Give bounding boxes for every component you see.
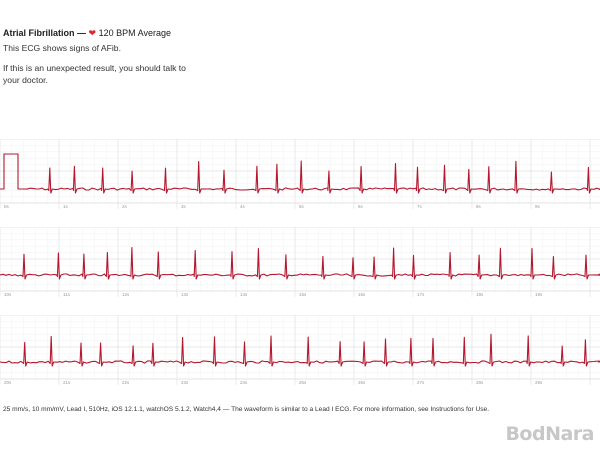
time-tick-label: 17s [417,292,425,297]
time-tick-label: 4s [240,204,246,209]
time-tick-label: 5s [299,204,305,209]
time-tick-label: 28s [476,380,484,385]
ecg-strip-3-svg: 20s 21s 22s 23s 24s 25s 26s 27s 28s 29s [0,315,600,385]
time-tick-label: 1s [63,204,69,209]
ecg-footer-info: 25 mm/s, 10 mm/mV, Lead I, 510Hz, iOS 12… [3,406,490,413]
ecg-strip-2-svg: 10s 11s 12s 13s 14s 15s 16s 17s 18s 19s [0,227,600,297]
time-tick-label: 13s [181,292,189,297]
time-tick-label: 6s [358,204,364,209]
time-tick-label: 23s [181,380,189,385]
time-tick-label: 8s [476,204,482,209]
time-tick-label: 22s [122,380,130,385]
result-title: Atrial Fibrillation — [3,28,87,38]
watermark-logo: BodNara [505,423,594,445]
ecg-strip-1: 0s 1s 2s 3s 4s 5s 6s 7s 8s 9s [0,139,600,209]
ecg-strip-1-svg: 0s 1s 2s 3s 4s 5s 6s 7s 8s 9s [0,139,600,209]
time-tick-label: 15s [299,292,307,297]
time-tick-label: 10s [4,292,12,297]
result-title-line: Atrial Fibrillation — ❤ 120 BPM Average [3,27,303,39]
time-tick-label: 27s [417,380,425,385]
time-tick-label: 2s [122,204,128,209]
time-tick-label: 19s [535,292,543,297]
time-tick-label: 7s [417,204,423,209]
ecg-trace [0,333,600,367]
time-tick-label: 3s [181,204,187,209]
time-tick-label: 18s [476,292,484,297]
time-tick-label: 11s [63,292,71,297]
time-tick-label: 16s [358,292,366,297]
heart-icon: ❤ [88,28,97,38]
time-tick-label: 26s [358,380,366,385]
time-tick-label: 0s [4,204,10,209]
average-bpm: 120 BPM Average [98,28,171,38]
time-tick-label: 25s [299,380,307,385]
ecg-header: Atrial Fibrillation — ❤ 120 BPM Average … [3,27,303,86]
time-tick-label: 12s [122,292,130,297]
advice-text: If this is an unexpected result, you sho… [3,63,186,85]
ecg-trace [0,153,600,194]
time-tick-label: 29s [535,380,543,385]
ecg-strip-3: 20s 21s 22s 23s 24s 25s 26s 27s 28s 29s [0,315,600,385]
time-tick-label: 20s [4,380,12,385]
ecg-strip-2: 10s 11s 12s 13s 14s 15s 16s 17s 18s 19s [0,227,600,297]
time-tick-label: 14s [240,292,248,297]
ecg-trace [0,247,600,280]
time-tick-label: 21s [63,380,71,385]
result-subtitle: This ECG shows signs of AFib. [3,43,121,53]
time-tick-label: 24s [240,380,248,385]
time-tick-label: 9s [535,204,541,209]
